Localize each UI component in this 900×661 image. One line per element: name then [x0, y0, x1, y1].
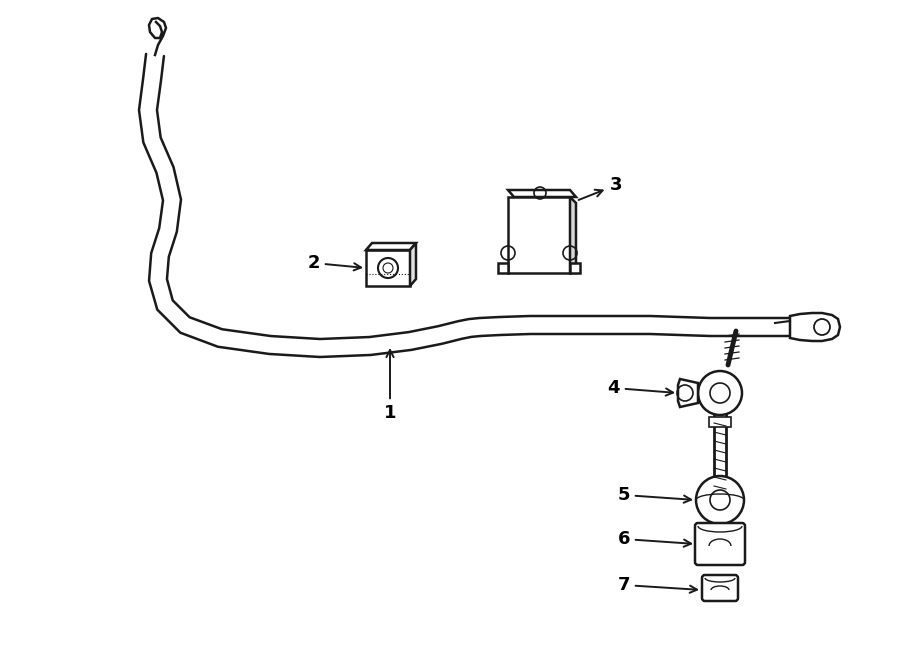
- Polygon shape: [498, 263, 508, 273]
- Text: 1: 1: [383, 350, 396, 422]
- Polygon shape: [570, 263, 580, 273]
- Text: 6: 6: [617, 530, 691, 548]
- Polygon shape: [366, 250, 410, 286]
- Polygon shape: [508, 190, 576, 197]
- FancyBboxPatch shape: [702, 575, 738, 601]
- Circle shape: [696, 476, 744, 524]
- Polygon shape: [508, 197, 570, 273]
- Polygon shape: [678, 379, 698, 407]
- Text: 5: 5: [617, 486, 691, 504]
- Text: 4: 4: [608, 379, 673, 397]
- FancyBboxPatch shape: [709, 417, 731, 427]
- FancyBboxPatch shape: [695, 523, 745, 565]
- Text: 2: 2: [308, 254, 361, 272]
- Circle shape: [698, 371, 742, 415]
- Text: 7: 7: [617, 576, 698, 594]
- Polygon shape: [366, 243, 416, 250]
- Polygon shape: [410, 243, 416, 286]
- Polygon shape: [790, 313, 840, 341]
- Polygon shape: [570, 197, 576, 273]
- Text: 3: 3: [579, 176, 623, 200]
